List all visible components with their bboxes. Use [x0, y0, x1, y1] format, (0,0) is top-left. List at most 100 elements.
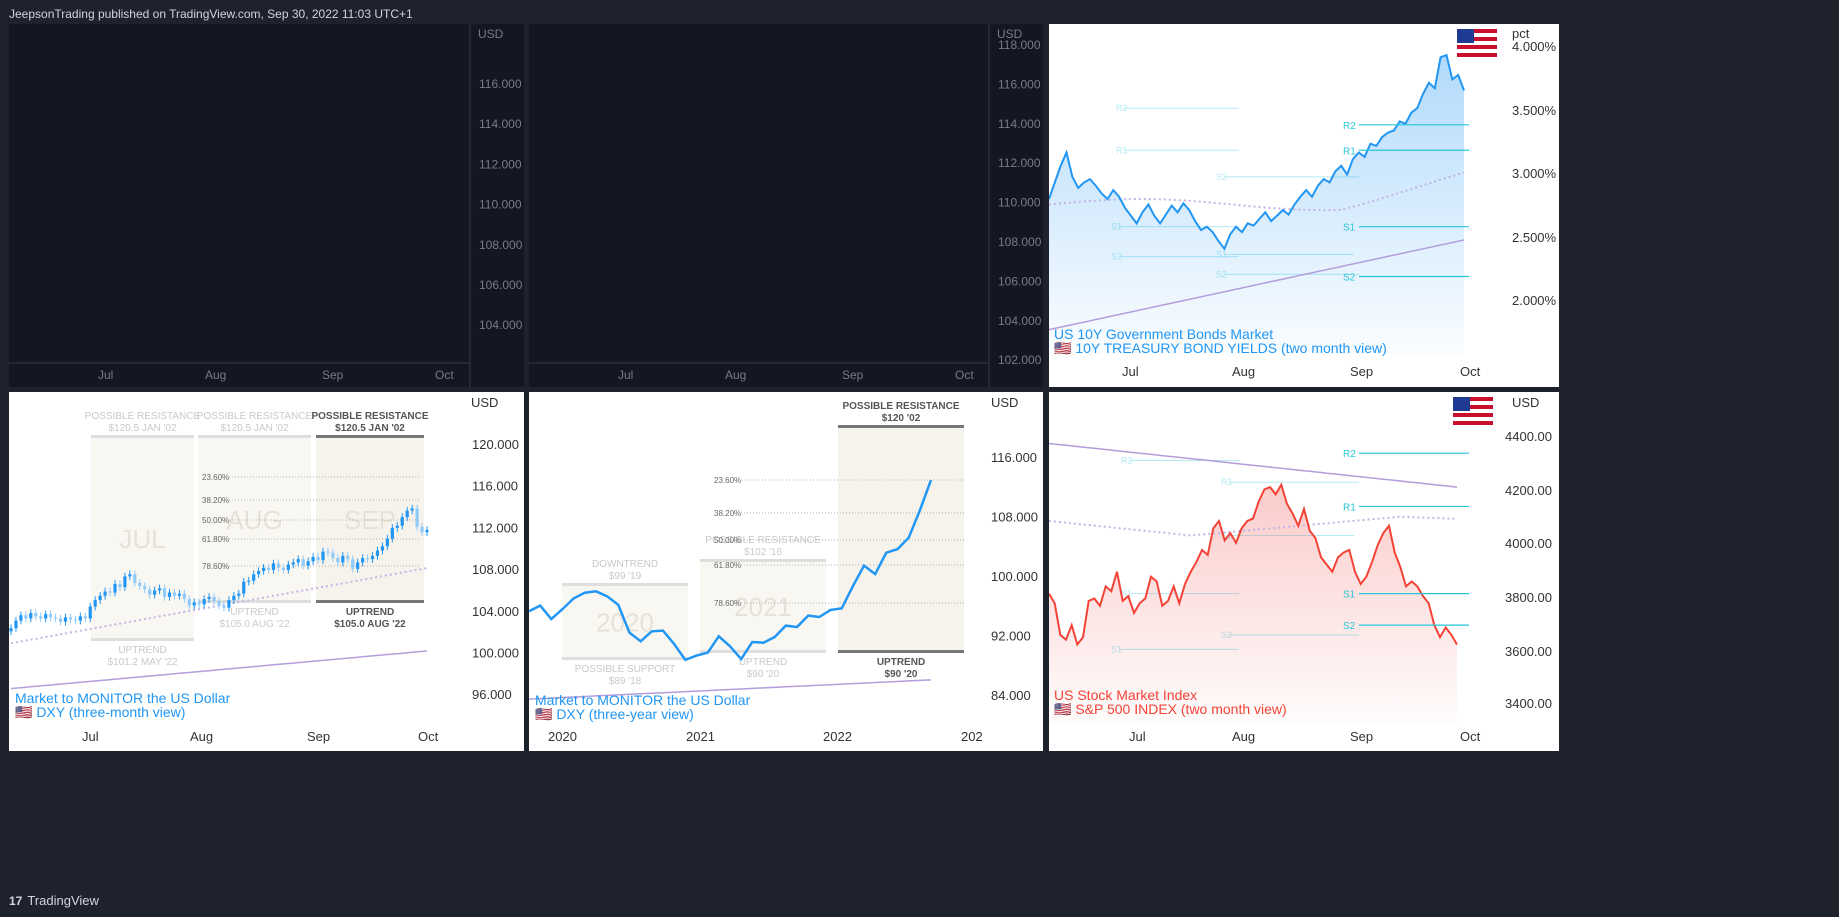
y-tick-label: 3.500% [1512, 103, 1557, 118]
x-tick-label: 202 [961, 729, 983, 744]
y-tick-label: 120.000 [472, 437, 519, 452]
candle-body [266, 567, 271, 570]
range-box-top-bar [91, 435, 194, 438]
candle-body [138, 582, 142, 587]
range-box [316, 438, 424, 600]
candle-body [207, 596, 211, 600]
x-tick-label: Jul [98, 368, 113, 382]
candle-body [326, 551, 330, 553]
box-top-label: DOWNTREND [592, 559, 658, 570]
chart-panel-dxy-3y[interactable]: DOWNTREND $99 '19 POSSIBLE SUPPORT $89 '18 2… [529, 392, 1043, 751]
y-tick-label: 104.000 [998, 314, 1042, 328]
chart-p5[interactable]: DOWNTREND$99 '19 POSSIBLE SUPPORT$89 '18 2… [529, 392, 1043, 751]
x-tick-label: 2021 [686, 729, 715, 744]
y-tick-label: 112.000 [472, 520, 518, 535]
box-top-label: POSSIBLE RESISTANCE [85, 411, 201, 422]
candle-body [73, 619, 77, 621]
candle-body [390, 527, 394, 539]
range-box-bottom-bar [91, 638, 194, 641]
chart-p6[interactable]: R2R1S1S1S2S1R2R1S1S2USD4400.004200.00400… [1049, 392, 1559, 751]
y-tick-label: 100.000 [991, 569, 1038, 584]
chart-p1[interactable]: USD 116.000 114.000 112.000 110.000 108.000 10… [9, 24, 524, 387]
chart-panel-spx[interactable]: R2R1S1S1S2S1R2R1S1S2USD4400.004200.00400… [1049, 392, 1559, 751]
x-tick-label: Sep [322, 368, 344, 382]
y-tick-label: 108.000 [998, 235, 1042, 249]
chart-panel-dxy-dark-1[interactable]: USD 116.000 114.000 112.000 110.000 108.000 10… [9, 24, 524, 387]
chart-panel-dxy-3m[interactable]: POSSIBLE RESISTANCE $120.5 JAN '02 UPTREND… [9, 392, 524, 751]
y-tick-label: 116.000 [991, 450, 1037, 465]
chart-panel-dxy-dark-2[interactable]: USD 118.000 116.000 114.000 112.000 110.000 10… [529, 24, 1043, 387]
y-tick-label: 84.000 [991, 688, 1031, 703]
x-tick-label: Aug [1232, 364, 1255, 379]
box-bottom-label: UPTREND [739, 657, 787, 668]
candle-body [128, 574, 132, 577]
y-tick-label: 106.000 [998, 274, 1042, 288]
chart-panel-us10y[interactable]: R2R1S2S1S2S1S2R2R1S1S2pct4.000%3.500%3.0… [1049, 24, 1559, 387]
fib-label: 23.60% [714, 476, 741, 485]
candle-body [375, 550, 380, 556]
candle-body [24, 615, 28, 619]
footer-brand[interactable]: 17 TradingView [9, 893, 99, 908]
candle-body [380, 546, 385, 551]
chart-p4[interactable]: POSSIBLE RESISTANCE$120.5 JAN '02UPTREND… [9, 392, 524, 751]
x-tick-label: Sep [307, 729, 330, 744]
pivot-label: S1 [1343, 223, 1356, 234]
x-tick-label: Aug [190, 729, 213, 744]
candle-body [286, 564, 290, 570]
candle-body [88, 606, 92, 619]
box-watermark: 2021 [734, 592, 792, 622]
currency-label: pct [1512, 26, 1530, 41]
y-tick-label: 110.000 [998, 196, 1041, 210]
y-tick-label: 4000.00 [1505, 536, 1552, 551]
pivot-label: S2 [1343, 273, 1356, 284]
currency-label: USD [997, 27, 1023, 41]
candle-body [103, 591, 107, 596]
faded-pivot-label: S1 [1221, 531, 1232, 541]
area-fill [1049, 484, 1457, 722]
chart-p3[interactable]: R2R1S2S1S2S1S2R2R1S1S2pct4.000%3.500%3.0… [1049, 24, 1559, 387]
range-box-bottom-bar [700, 650, 826, 653]
box-top-value: $120.5 JAN '02 [108, 423, 177, 434]
candle-body [331, 552, 335, 559]
candle-body [237, 593, 241, 596]
box-bottom-value: $90 '20 [885, 669, 918, 680]
chart-subtitle: 🇺🇸 10Y TREASURY BOND YIELDS (two month v… [1054, 340, 1387, 356]
candle-body [281, 567, 285, 570]
candle-body [187, 599, 191, 606]
moving-average-long [1049, 239, 1465, 331]
candle-body [321, 551, 325, 561]
candle-body [425, 530, 429, 533]
currency-label: USD [478, 27, 504, 41]
chart-title: Market to MONITOR the US Dollar [15, 690, 231, 706]
box-bottom-value: $89 '18 [609, 676, 642, 687]
candle-body [227, 600, 231, 608]
candle-body [276, 563, 281, 568]
box-watermark: JUL [119, 524, 165, 554]
x-tick-label: Oct [435, 368, 454, 382]
fib-label: 78.60% [714, 599, 741, 608]
y-tick-label: 92.000 [991, 629, 1031, 644]
candle-body [153, 590, 157, 595]
chart-subtitle: 🇺🇸 DXY (three-year view) [535, 706, 694, 722]
faded-pivot-label: R2 [1121, 455, 1133, 465]
candle-body [19, 615, 23, 621]
box-top-value: $120.5 JAN '02 [220, 423, 289, 434]
y-tick-label: 104.000 [479, 318, 523, 332]
candle-body [356, 562, 360, 569]
box-bottom-value: $105.0 AUG '22 [334, 619, 406, 630]
pivot-label: S1 [1343, 590, 1356, 601]
range-box [838, 428, 964, 650]
range-box-top-bar [316, 435, 424, 438]
pivot-label: R2 [1343, 449, 1356, 460]
spx-line [1049, 482, 1458, 647]
candle-body [197, 602, 201, 605]
x-tick-label: Jul [82, 729, 99, 744]
candle-body [133, 574, 137, 583]
x-tick-label: Oct [955, 368, 974, 382]
pivot-label: R1 [1343, 146, 1356, 157]
box-top-value: $120.5 JAN '02 [335, 423, 405, 434]
fib-label: 50.00% [714, 536, 741, 545]
x-tick-label: Aug [725, 368, 746, 382]
publish-header: JeepsonTrading published on TradingView.… [9, 7, 413, 21]
